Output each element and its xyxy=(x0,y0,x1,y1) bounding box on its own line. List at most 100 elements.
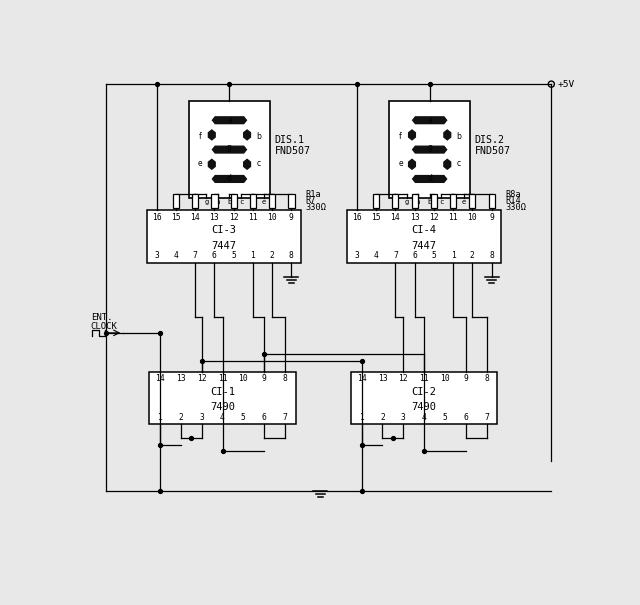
Text: 2: 2 xyxy=(269,252,275,261)
Bar xyxy=(469,194,476,208)
Polygon shape xyxy=(444,130,451,140)
Polygon shape xyxy=(244,130,250,140)
Text: 11: 11 xyxy=(448,213,458,222)
Text: CI-2: CI-2 xyxy=(412,387,436,397)
Text: 8: 8 xyxy=(489,252,494,261)
Text: R1a: R1a xyxy=(306,191,321,199)
Text: 6: 6 xyxy=(463,413,468,422)
Text: 6: 6 xyxy=(412,252,417,261)
Text: d: d xyxy=(428,174,432,183)
Text: 14: 14 xyxy=(356,374,367,384)
Text: CLOCK: CLOCK xyxy=(91,322,118,331)
Text: e: e xyxy=(398,159,403,168)
Text: 9: 9 xyxy=(289,213,294,222)
Text: 5: 5 xyxy=(443,413,447,422)
Text: CI-1: CI-1 xyxy=(210,387,235,397)
Text: c: c xyxy=(239,199,243,205)
Polygon shape xyxy=(212,117,246,123)
Bar xyxy=(450,194,456,208)
Text: b: b xyxy=(428,199,432,205)
Polygon shape xyxy=(413,117,447,123)
Polygon shape xyxy=(408,130,415,140)
Text: 7: 7 xyxy=(393,252,398,261)
Text: c: c xyxy=(257,159,260,168)
Text: 7: 7 xyxy=(193,252,198,261)
Text: 1: 1 xyxy=(359,413,364,422)
Text: 4: 4 xyxy=(374,252,379,261)
Text: 8: 8 xyxy=(289,252,294,261)
Polygon shape xyxy=(212,146,246,153)
Text: CI-3: CI-3 xyxy=(212,225,237,235)
Text: f: f xyxy=(193,199,197,205)
Text: 6: 6 xyxy=(262,413,267,422)
Text: d: d xyxy=(227,174,232,183)
Text: b: b xyxy=(456,132,461,140)
Text: 5: 5 xyxy=(431,252,436,261)
Text: 11: 11 xyxy=(218,374,227,384)
Text: 5: 5 xyxy=(231,252,236,261)
Text: 13: 13 xyxy=(378,374,387,384)
Text: e: e xyxy=(262,199,266,205)
Polygon shape xyxy=(244,159,250,169)
Text: 10: 10 xyxy=(268,213,277,222)
Bar xyxy=(392,194,399,208)
Text: 10: 10 xyxy=(467,213,477,222)
Text: g: g xyxy=(428,143,432,152)
Text: c: c xyxy=(457,159,461,168)
Text: 13: 13 xyxy=(209,213,220,222)
Bar xyxy=(230,194,237,208)
Bar xyxy=(269,194,275,208)
Text: 5: 5 xyxy=(241,413,246,422)
Text: a: a xyxy=(428,116,432,125)
Text: FND507: FND507 xyxy=(475,146,511,156)
Text: DIS.1: DIS.1 xyxy=(275,136,305,145)
Text: 10: 10 xyxy=(440,374,450,384)
Text: 12: 12 xyxy=(229,213,239,222)
Polygon shape xyxy=(444,159,451,169)
Text: 10: 10 xyxy=(239,374,248,384)
Text: g: g xyxy=(204,199,209,205)
Text: R14: R14 xyxy=(506,197,522,206)
Text: d: d xyxy=(451,199,455,205)
Bar xyxy=(173,194,179,208)
Text: 12: 12 xyxy=(429,213,439,222)
Text: 9: 9 xyxy=(262,374,267,384)
Polygon shape xyxy=(209,130,215,140)
Polygon shape xyxy=(212,175,246,182)
Bar xyxy=(412,194,418,208)
Text: g: g xyxy=(404,199,409,205)
Text: 6: 6 xyxy=(212,252,217,261)
Text: 4: 4 xyxy=(422,413,427,422)
Text: a: a xyxy=(216,199,220,205)
Text: DIS.2: DIS.2 xyxy=(475,136,505,145)
Text: a: a xyxy=(416,199,420,205)
Text: 2: 2 xyxy=(470,252,475,261)
Text: f: f xyxy=(199,132,202,140)
Text: 7: 7 xyxy=(283,413,287,422)
Bar xyxy=(211,194,218,208)
Text: 14: 14 xyxy=(390,213,400,222)
Text: 13: 13 xyxy=(176,374,186,384)
Text: 14: 14 xyxy=(155,374,164,384)
Text: 8: 8 xyxy=(283,374,287,384)
Text: CI-4: CI-4 xyxy=(412,225,436,235)
Text: ENT.: ENT. xyxy=(91,313,113,322)
Text: a: a xyxy=(227,116,232,125)
Text: b: b xyxy=(256,132,261,140)
Text: 7: 7 xyxy=(484,413,490,422)
Polygon shape xyxy=(209,159,215,169)
Text: 1: 1 xyxy=(451,252,456,261)
Text: 2: 2 xyxy=(380,413,385,422)
Polygon shape xyxy=(408,159,415,169)
Text: 7447: 7447 xyxy=(212,241,237,250)
Text: 12: 12 xyxy=(399,374,408,384)
Text: 7447: 7447 xyxy=(412,241,436,250)
Text: 1: 1 xyxy=(157,413,163,422)
Text: 14: 14 xyxy=(190,213,200,222)
Polygon shape xyxy=(413,175,447,182)
Text: +5V: +5V xyxy=(557,80,575,89)
Text: 7490: 7490 xyxy=(210,402,235,412)
Text: 16: 16 xyxy=(352,213,362,222)
Text: 13: 13 xyxy=(410,213,419,222)
Text: c: c xyxy=(439,199,444,205)
